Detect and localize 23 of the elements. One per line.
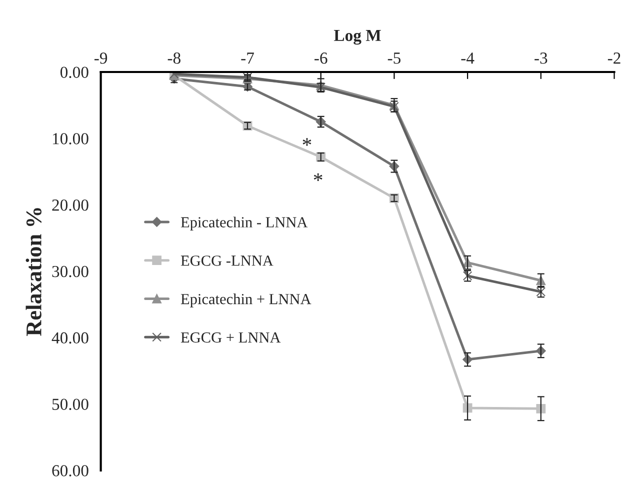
y-tick-label: 50.00 [52,398,88,410]
x-tick-label: -8 [168,52,180,64]
x-tick-label: -5 [388,52,400,64]
y-axis-title: Relaxation % [26,208,42,336]
x-tick-label: -6 [314,52,328,64]
legend-label: EGCG -LNNA [180,256,274,266]
x-tick-label: -7 [241,52,254,64]
y-tick-label: 20.00 [52,200,88,211]
legend-label: Epicatechin - LNNA [180,216,308,231]
x-tick-label: -2 [608,52,620,64]
y-tick-label: 0.00 [60,66,88,78]
annotation: * [314,173,322,181]
legend-label: Epicatechin + LNNA [180,293,312,308]
y-tick-label: 10.00 [52,133,88,144]
legend-label: EGCG + LNNA [180,332,281,343]
annotation: * [302,138,312,146]
x-axis-title: Log M [334,30,381,45]
y-tick-label: 40.00 [52,332,88,344]
x-tick-label: -4 [461,52,474,64]
y-tick-label: 30.00 [52,266,88,278]
x-tick-label: -9 [94,52,108,64]
x-tick-label: -3 [534,52,548,64]
y-tick-label: 60.00 [52,465,88,476]
